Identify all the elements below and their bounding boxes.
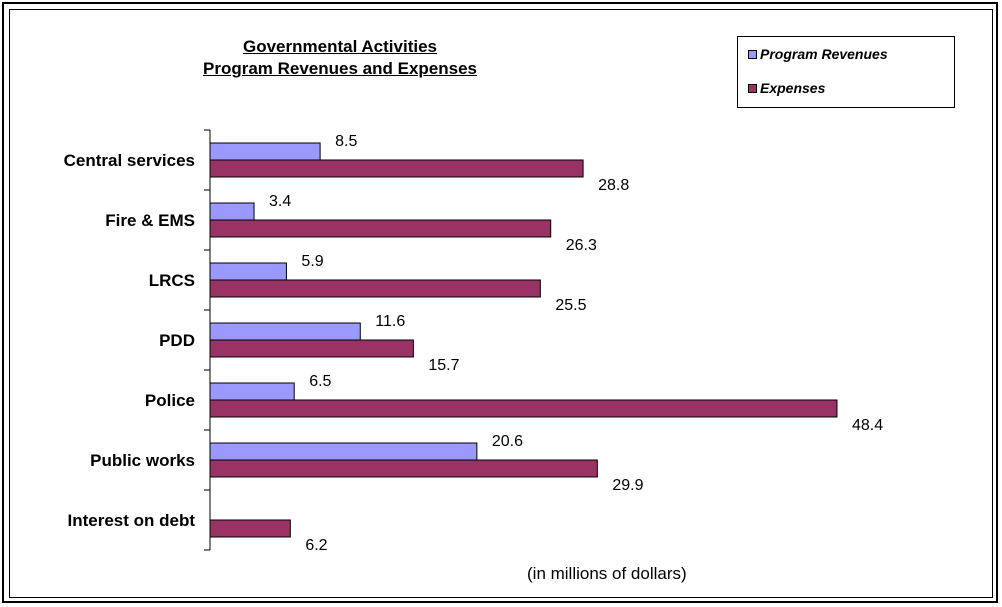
value-label-expenses-fire-and-ems: 26.3 [566, 237, 597, 254]
bar-program-revenues-central-services [209, 142, 321, 161]
legend-item-expenses: Expenses [748, 79, 825, 97]
category-label-central-services: Central services [64, 151, 195, 170]
bar-expenses-pdd [209, 339, 414, 358]
legend-label-program-revenues: Program Revenues [760, 46, 888, 62]
legend-swatch-program-revenues [748, 49, 757, 59]
bar-expenses-central-services [209, 159, 584, 178]
legend-swatch-expenses [748, 83, 757, 93]
chart-title-line-2: Program Revenues and Expenses [202, 59, 477, 78]
x-axis-unit-label: (in millions of dollars) [527, 564, 687, 583]
category-label-public-works: Public works [90, 451, 195, 470]
value-label-program-revenues-pdd: 11.6 [375, 313, 405, 330]
value-label-expenses-central-services: 28.8 [598, 177, 629, 194]
legend-item-program-revenues: Program Revenues [748, 45, 888, 63]
chart-title-line-1: Governmental Activities [243, 37, 437, 56]
value-label-program-revenues-lrcs: 5.9 [301, 253, 323, 270]
value-label-expenses-police: 48.4 [852, 417, 883, 434]
bar-expenses-interest-on-debt [209, 519, 291, 538]
value-label-expenses-interest-on-debt: 6.2 [305, 537, 327, 554]
category-label-lrcs: LRCS [149, 271, 195, 290]
value-label-program-revenues-police: 6.5 [309, 373, 331, 390]
value-label-expenses-public-works: 29.9 [612, 477, 643, 494]
chart-legend: Program Revenues Expenses [737, 36, 955, 108]
category-label-pdd: PDD [159, 331, 195, 350]
bar-program-revenues-pdd [209, 322, 361, 341]
value-label-program-revenues-central-services: 8.5 [335, 133, 357, 150]
value-label-expenses-pdd: 15.7 [428, 357, 459, 374]
value-label-expenses-lrcs: 25.5 [555, 297, 586, 314]
legend-label-expenses: Expenses [760, 80, 826, 96]
category-label-fire-and-ems: Fire & EMS [105, 211, 195, 230]
bar-program-revenues-fire-and-ems [209, 202, 255, 221]
bar-expenses-lrcs [209, 279, 541, 298]
bar-program-revenues-police [209, 382, 295, 401]
value-label-program-revenues-fire-and-ems: 3.4 [269, 193, 291, 210]
bar-expenses-public-works [209, 459, 598, 478]
chart-inner-frame [9, 9, 993, 598]
bar-expenses-police [209, 399, 838, 418]
category-label-police: Police [145, 391, 195, 410]
category-label-interest-on-debt: Interest on debt [67, 511, 195, 530]
value-label-program-revenues-public-works: 20.6 [492, 433, 523, 450]
chart-title: Governmental Activities Program Revenues… [140, 36, 540, 80]
bar-program-revenues-lrcs [209, 262, 287, 281]
bar-expenses-fire-and-ems [209, 219, 552, 238]
bar-program-revenues-public-works [209, 442, 478, 461]
